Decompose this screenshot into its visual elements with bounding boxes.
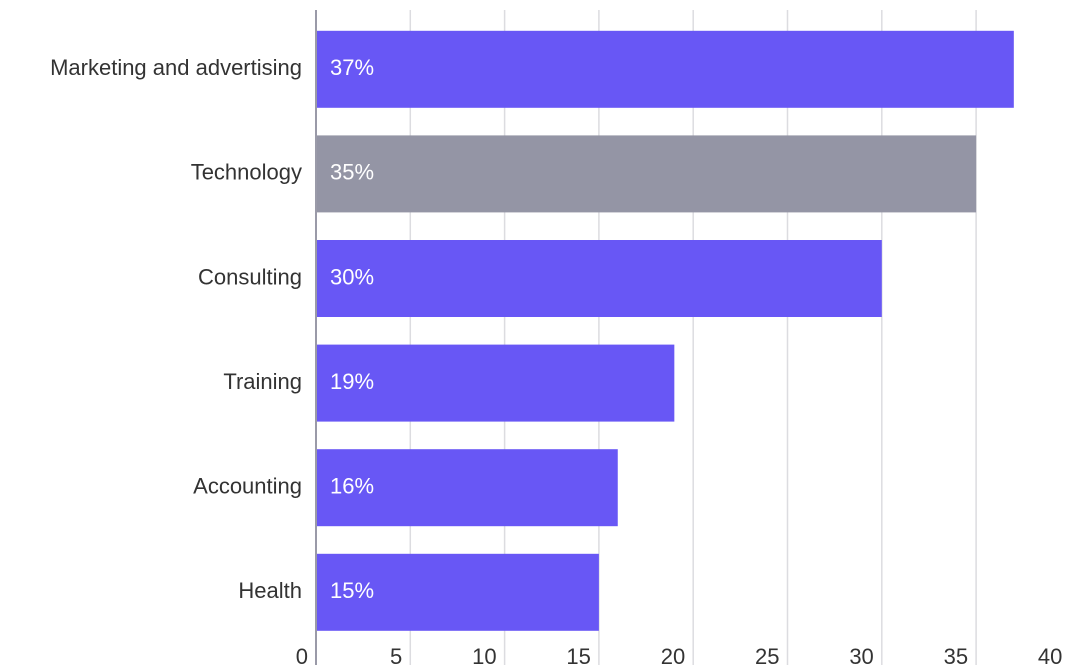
x-tick-label: 20 <box>661 644 685 669</box>
bar <box>317 240 882 317</box>
category-label: Training <box>223 369 302 394</box>
x-tick-label: 35 <box>944 644 968 669</box>
value-label: 16% <box>330 474 374 499</box>
category-label: Technology <box>191 160 302 185</box>
bar <box>317 344 675 422</box>
category-label: Accounting <box>193 474 302 499</box>
x-tick-label: 10 <box>472 644 496 669</box>
value-label: 37% <box>330 55 374 80</box>
value-label: 19% <box>330 369 374 394</box>
x-tick-label: 5 <box>390 644 402 669</box>
value-label: 15% <box>330 578 374 603</box>
x-tick-label: 25 <box>755 644 779 669</box>
x-tick-label: 15 <box>566 644 590 669</box>
bar <box>317 449 618 527</box>
bar <box>317 135 977 213</box>
category-label: Health <box>238 578 302 603</box>
bar <box>317 30 1014 108</box>
category-label: Marketing and advertising <box>50 55 302 80</box>
value-label: 30% <box>330 264 374 289</box>
x-tick-label: 40 <box>1038 644 1062 669</box>
category-label: Consulting <box>198 264 302 289</box>
x-tick-label: 0 <box>296 644 308 669</box>
x-tick-label: 30 <box>849 644 873 669</box>
value-label: 35% <box>330 160 374 185</box>
bar <box>317 553 599 631</box>
